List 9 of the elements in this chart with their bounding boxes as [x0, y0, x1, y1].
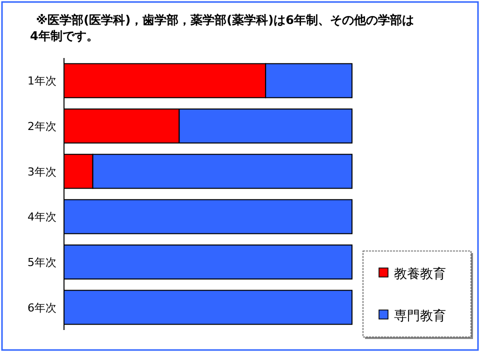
- legend-label: 教養教育: [394, 266, 446, 282]
- y-tick-label: 5年次: [28, 256, 56, 269]
- y-tick-label: 2年次: [28, 120, 56, 133]
- y-tick-label: 3年次: [28, 165, 56, 178]
- y-tick-label: 6年次: [28, 301, 56, 314]
- y-tick-label: 1年次: [28, 74, 56, 88]
- legend-label: 専門教育: [394, 308, 446, 324]
- chart-title: ※医学部(医学科)，歯学部，薬学部(薬学科)は6年制、その他の学部は4年制です。: [30, 13, 414, 43]
- y-tick-label: 4年次: [28, 210, 56, 224]
